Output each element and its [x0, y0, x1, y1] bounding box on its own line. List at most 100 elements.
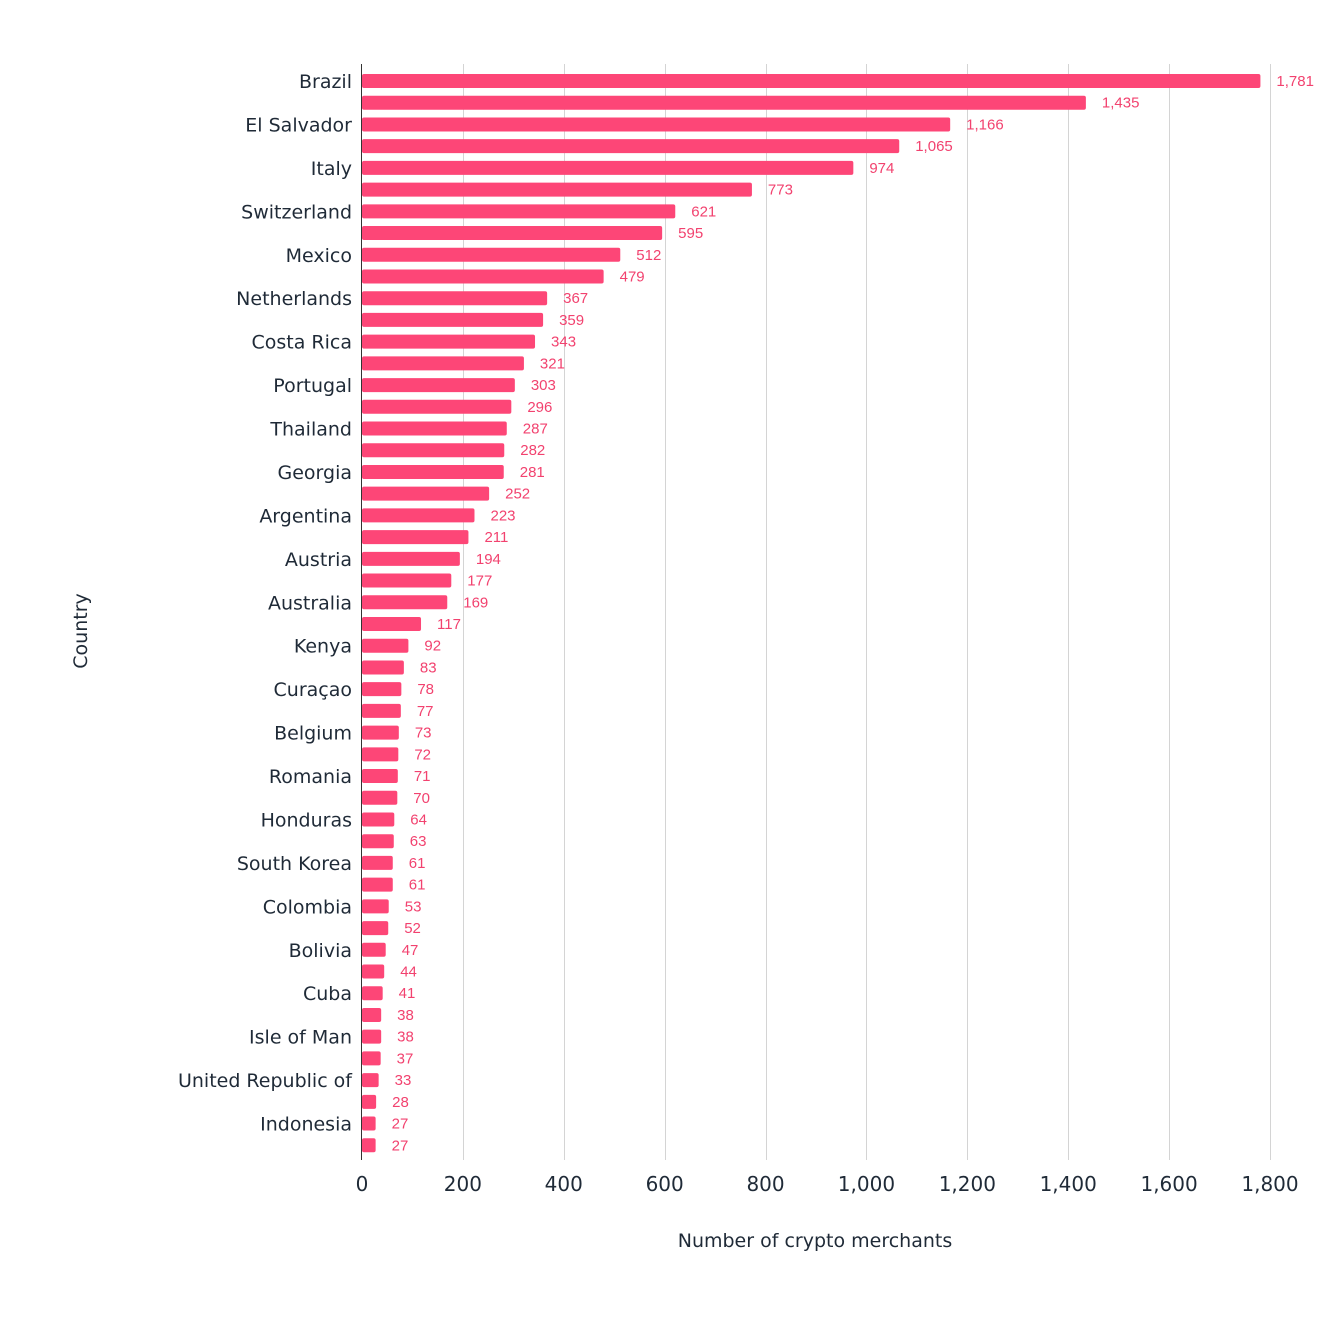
- bar: [362, 139, 900, 154]
- bar: [362, 247, 621, 262]
- bar: [362, 291, 548, 306]
- bar: [362, 1116, 376, 1131]
- bar: [362, 899, 389, 914]
- value-label: 61: [409, 877, 426, 894]
- value-label: 773: [768, 182, 793, 199]
- category-label: Mexico: [286, 245, 352, 267]
- value-label: 512: [636, 247, 661, 264]
- bar: [362, 117, 951, 132]
- bar: [362, 769, 398, 784]
- x-tick-label: 1,000: [838, 1172, 895, 1196]
- value-label: 1,065: [915, 138, 953, 155]
- category-label: Portugal: [273, 375, 352, 397]
- value-label: 27: [392, 1137, 409, 1154]
- category-label: Isle of Man: [249, 1027, 352, 1049]
- x-tick-label: 200: [444, 1172, 482, 1196]
- bar: [362, 1094, 377, 1109]
- category-label: El Salvador: [245, 114, 352, 136]
- category-label: Austria: [285, 549, 352, 571]
- value-label: 343: [551, 334, 576, 351]
- category-label: Switzerland: [241, 201, 352, 223]
- category-label: Romania: [269, 766, 352, 788]
- bar: [362, 160, 854, 175]
- bar: [362, 378, 515, 393]
- bar: [362, 747, 399, 762]
- bar: [362, 1051, 381, 1066]
- bar: [362, 204, 676, 219]
- bar: [362, 703, 401, 718]
- bar: [362, 508, 475, 523]
- value-label: 321: [540, 355, 565, 372]
- value-label: 70: [413, 790, 430, 807]
- gridlines: [463, 64, 1271, 1160]
- bar: [362, 834, 394, 849]
- value-label: 77: [417, 703, 434, 720]
- value-label: 287: [523, 421, 548, 438]
- value-label: 223: [490, 507, 515, 524]
- bar: [362, 1138, 376, 1153]
- bar: [362, 942, 386, 957]
- x-tick-label: 1,200: [939, 1172, 996, 1196]
- bar: [362, 421, 507, 436]
- bar: [362, 855, 393, 870]
- value-label: 595: [678, 225, 703, 242]
- category-label: Thailand: [269, 419, 352, 441]
- value-label: 1,781: [1276, 73, 1314, 90]
- category-labels: Brazil El Salvador Italy Switzerland Mexico N…: [178, 71, 353, 1136]
- bar: [362, 725, 399, 740]
- value-label: 169: [463, 594, 488, 611]
- x-axis-title: Number of crypto merchants: [678, 1230, 953, 1252]
- category-label: Kenya: [294, 636, 352, 658]
- value-label: 52: [404, 920, 421, 937]
- bar: [362, 964, 385, 979]
- value-label: 28: [392, 1094, 409, 1111]
- bar: [362, 312, 544, 327]
- category-label: Costa Rica: [252, 332, 353, 354]
- value-label: 621: [691, 203, 716, 220]
- bar: [362, 573, 452, 588]
- category-label: United Republic of: [178, 1070, 353, 1092]
- bar: [362, 95, 1086, 110]
- category-label: Bolivia: [289, 940, 352, 962]
- bar: [362, 269, 604, 284]
- bar: [362, 595, 448, 610]
- x-tick-label: 0: [356, 1172, 369, 1196]
- x-tick-label: 400: [545, 1172, 583, 1196]
- y-axis-title: Country: [70, 593, 92, 668]
- category-label: Italy: [311, 158, 352, 180]
- value-labels: 1,781 1,435 1,166 1,065 974 773 621 595 512 479 36…: [392, 73, 1314, 1154]
- value-label: 61: [409, 855, 426, 872]
- x-tick-labels: 0 200 400 600 800 1,000 1,200 1,400 1,600 1,800: [356, 1172, 1299, 1196]
- value-label: 252: [505, 486, 530, 503]
- value-label: 92: [424, 638, 441, 655]
- bar: [362, 660, 404, 675]
- category-label: Brazil: [299, 71, 352, 93]
- value-label: 53: [405, 898, 422, 915]
- value-label: 37: [397, 1050, 414, 1067]
- bar: [362, 182, 752, 197]
- value-label: 359: [559, 312, 584, 329]
- bar: [362, 1029, 382, 1044]
- bar: [362, 74, 1261, 88]
- category-label: South Korea: [237, 853, 352, 875]
- value-label: 63: [410, 833, 427, 850]
- category-label: Australia: [268, 592, 352, 614]
- category-label: Colombia: [263, 896, 352, 918]
- bar: [362, 334, 536, 349]
- value-label: 974: [869, 160, 894, 177]
- bar: [362, 877, 393, 892]
- bar: [362, 551, 460, 566]
- value-label: 71: [414, 768, 431, 785]
- value-label: 83: [420, 659, 437, 676]
- value-label: 282: [520, 442, 545, 459]
- bar: [362, 356, 524, 371]
- value-label: 1,166: [966, 116, 1004, 133]
- bar: [362, 682, 402, 697]
- value-label: 479: [620, 268, 645, 285]
- value-label: 41: [399, 985, 416, 1002]
- category-label: Cuba: [303, 983, 352, 1005]
- bar: [362, 1073, 379, 1088]
- value-label: 64: [410, 811, 427, 828]
- value-label: 38: [397, 1007, 414, 1024]
